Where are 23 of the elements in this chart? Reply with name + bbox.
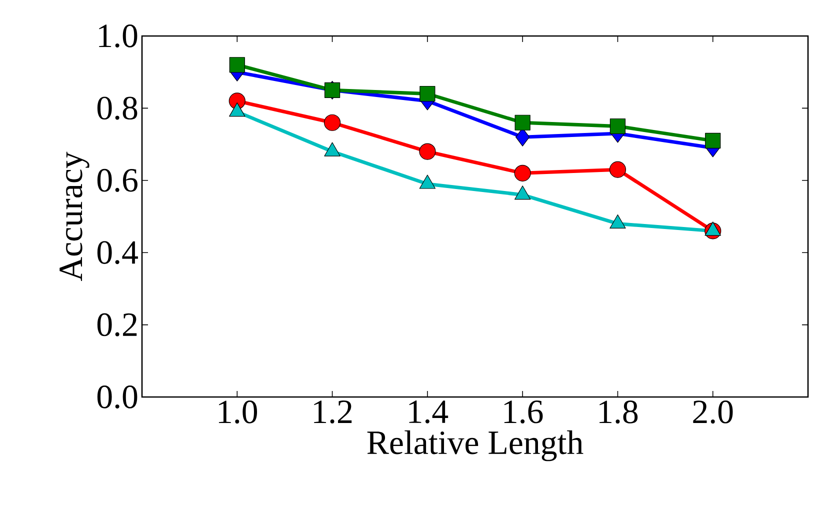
point bbox=[420, 86, 436, 102]
point bbox=[229, 57, 245, 73]
x-tick-label: 1.6 bbox=[504, 400, 543, 424]
y-tick-label: 0.4 bbox=[97, 241, 138, 264]
point bbox=[610, 118, 626, 134]
x-tick-label: 1.4 bbox=[409, 400, 448, 424]
x-tick-label: 1.0 bbox=[218, 400, 258, 424]
x-tick-label: 1.2 bbox=[314, 400, 352, 424]
point bbox=[324, 114, 341, 131]
x-tick-label: 2.0 bbox=[693, 400, 733, 424]
point bbox=[609, 161, 626, 178]
y-tick-label: 0.8 bbox=[97, 96, 138, 120]
x-axis-title: Relative Length bbox=[367, 430, 584, 462]
y-tick-label: 0.2 bbox=[97, 313, 137, 336]
point bbox=[514, 164, 531, 182]
y-tick-label: 0.6 bbox=[97, 168, 138, 192]
point bbox=[514, 114, 530, 130]
y-axis-title: Accuracy bbox=[60, 152, 90, 282]
x-tick-label: 1.8 bbox=[600, 400, 638, 424]
y-tick-label: 1.0 bbox=[99, 24, 138, 48]
y-tick-label: 0.0 bbox=[97, 385, 138, 409]
point bbox=[419, 143, 436, 160]
point bbox=[705, 132, 721, 148]
